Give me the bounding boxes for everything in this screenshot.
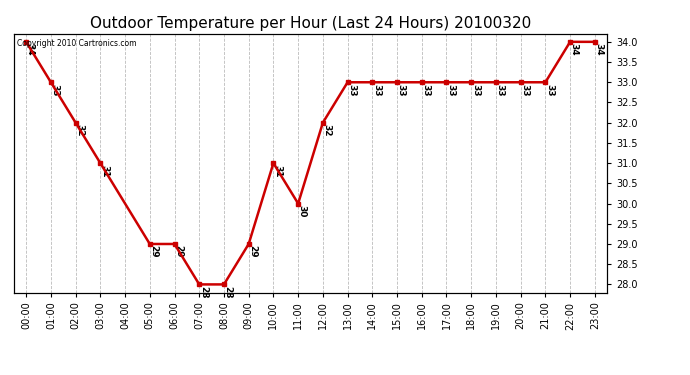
Text: 33: 33 — [545, 84, 554, 96]
Title: Outdoor Temperature per Hour (Last 24 Hours) 20100320: Outdoor Temperature per Hour (Last 24 Ho… — [90, 16, 531, 31]
Text: 33: 33 — [520, 84, 529, 96]
Text: 33: 33 — [50, 84, 59, 96]
Text: 34: 34 — [570, 43, 579, 56]
Text: 31: 31 — [100, 165, 109, 177]
Text: 33: 33 — [372, 84, 381, 96]
Text: 28: 28 — [224, 286, 233, 298]
Text: 33: 33 — [422, 84, 431, 96]
Text: 29: 29 — [174, 245, 183, 258]
Text: 33: 33 — [471, 84, 480, 96]
Text: 33: 33 — [446, 84, 455, 96]
Text: 31: 31 — [273, 165, 282, 177]
Text: 29: 29 — [248, 245, 257, 258]
Text: 33: 33 — [397, 84, 406, 96]
Text: 28: 28 — [199, 286, 208, 298]
Text: 32: 32 — [322, 124, 331, 136]
Text: 32: 32 — [75, 124, 84, 136]
Text: 34: 34 — [26, 43, 34, 56]
Text: 33: 33 — [347, 84, 356, 96]
Text: 33: 33 — [495, 84, 504, 96]
Text: Copyright 2010 Cartronics.com: Copyright 2010 Cartronics.com — [17, 39, 136, 48]
Text: 29: 29 — [150, 245, 159, 258]
Text: 30: 30 — [298, 205, 307, 218]
Text: 34: 34 — [595, 43, 604, 56]
